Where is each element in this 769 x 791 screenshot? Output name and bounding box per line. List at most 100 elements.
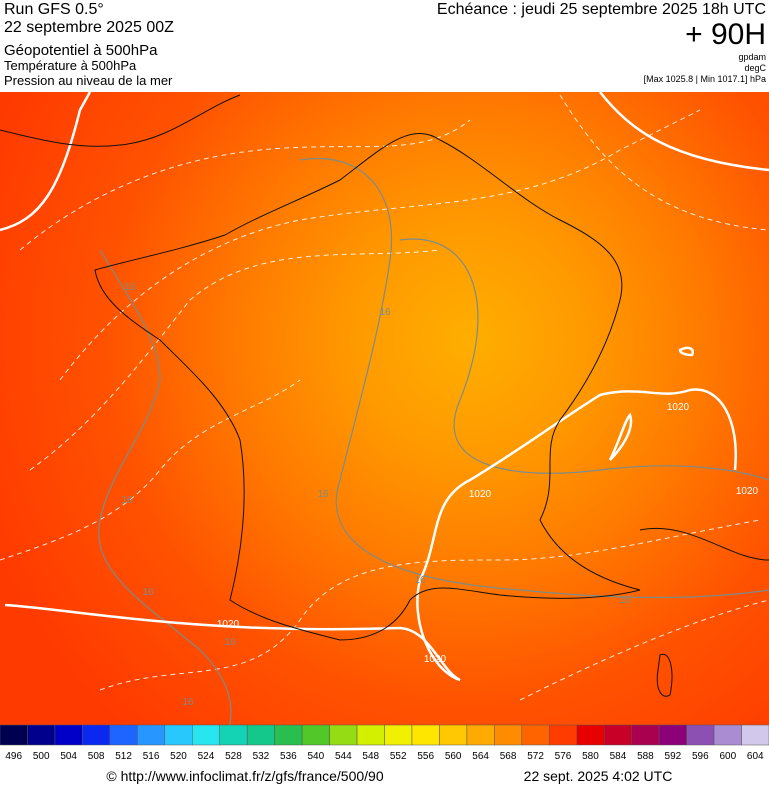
colorbar-label: 564 [472,751,489,762]
colorbar-label: 500 [33,751,50,762]
isoline [299,158,769,599]
isoline [399,238,769,481]
isobar [0,91,92,232]
field-3: Pression au niveau de la mer [4,73,173,88]
isoline [98,249,232,726]
colorbar-swatch [466,724,495,746]
contour-label: 16 [414,575,426,586]
colorbar-swatch [192,724,220,746]
colorbar-swatch [0,724,28,746]
contour-label: 16 [317,489,329,500]
colorbar-swatch [576,724,605,746]
colorbar-swatch [494,724,523,746]
colorbar-label: 540 [307,751,324,762]
colorbar-swatch [82,724,111,746]
unit-2: degC [744,63,766,73]
uk-coast [0,94,241,147]
map: 16 16 16 16 16 16 16 16 16 1020 1020 1020 1020 1020 [0,91,769,726]
contour-label: 1020 [736,486,759,497]
isobar [599,91,769,172]
colorbar-label: 568 [500,751,517,762]
isobar [4,388,738,682]
france-outline [94,133,641,641]
isoline [99,519,761,691]
contour-label: 1020 [217,619,240,630]
geopotential-isolines [98,158,769,726]
italy-coast [639,528,769,561]
colorbar-label: 596 [692,751,709,762]
colorbar-swatch [411,724,440,746]
colorbar-label: 544 [335,751,352,762]
colorbar-swatch [246,724,275,746]
colorbar-label: 536 [280,751,297,762]
colorbar-swatch [631,724,660,746]
colorbar-swatch [54,724,83,746]
contour-label: 16 [619,595,631,606]
colorbar-label: 588 [637,751,654,762]
isobar [608,412,633,461]
colorbar-label: 580 [582,751,599,762]
run-label: Run GFS 0.5° [4,1,104,18]
colorbar-swatch [439,724,468,746]
colorbar-label: 560 [445,751,462,762]
colorbar-label: 604 [747,751,764,762]
colorbar-label: 496 [5,751,22,762]
colorbar-label: 600 [719,751,736,762]
contour-label: 16 [124,282,136,293]
colorbar-swatch [301,724,330,746]
colorbar-label: 512 [115,751,132,762]
colorbar-swatch [713,724,742,746]
field-1: Géopotentiel à 500hPa [4,42,158,59]
colorbar-swatch [549,724,577,746]
colorbar-swatch [521,724,550,746]
colorbar-swatch [741,724,769,746]
colorbar-label: 584 [610,751,627,762]
colorbar-swatch [219,724,248,746]
coastlines [0,94,769,697]
isoline [519,599,769,701]
colorbar-swatch [686,724,715,746]
isobar [678,346,695,357]
run-date: 22 septembre 2025 00Z [4,19,174,36]
source: © http://www.infoclimat.fr/z/gfs/france/… [106,768,383,784]
temperature-isolines [0,94,769,701]
generated-time: 22 sept. 2025 4:02 UTC [524,768,673,784]
colorbar-swatch [274,724,303,746]
colorbar-label: 592 [665,751,682,762]
colorbar: 496 500 504 508 512 516 520 524 528 532 536 540 544 5… [0,724,769,762]
colorbar-label: 556 [417,751,434,762]
colorbar-label: 520 [170,751,187,762]
colorbar-label: 576 [555,751,572,762]
contour-label: 1020 [424,654,447,665]
colorbar-label: 572 [527,751,544,762]
contour-label: 16 [121,495,133,506]
colorbar-swatch [137,724,166,746]
contour-label: 1020 [667,402,690,413]
colorbar-label: 524 [198,751,215,762]
lead-time: + 90H [685,18,766,51]
corsica [656,653,673,697]
colorbar-swatch [603,724,632,746]
contour-label: 16 [224,637,236,648]
colorbar-swatch [109,724,138,746]
colorbar-label: 504 [60,751,77,762]
pressure-range: [Max 1025.8 | Min 1017.1] hPa [644,74,766,84]
field-2: Température à 500hPa [4,58,137,73]
contour-label: 16 [182,697,194,708]
contour-labels: 16 16 16 16 16 16 16 16 16 1020 1020 1020 1020 1020 [121,282,758,708]
colorbar-swatch [329,724,358,746]
isoline [0,379,301,561]
colorbar-swatch [164,724,193,746]
colorbar-label: 532 [253,751,270,762]
contour-label: 1020 [469,489,492,500]
contour-label: 16 [379,307,391,318]
colorbar-swatch [27,724,56,746]
colorbar-label: 516 [143,751,160,762]
map-field [0,92,769,725]
contour-label: 16 [142,587,154,598]
colorbar-label: 548 [362,751,379,762]
unit-1: gpdam [738,52,766,62]
colorbar-label: 528 [225,751,242,762]
isoline [559,94,769,231]
